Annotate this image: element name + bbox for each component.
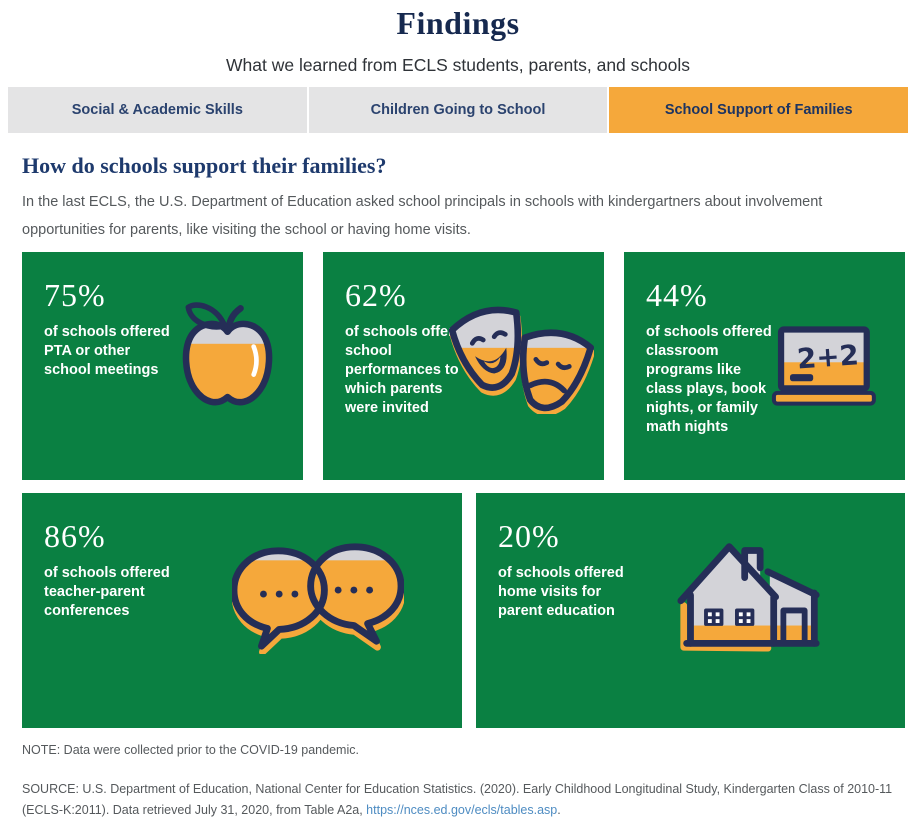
stat-percent: 75%: [44, 277, 106, 313]
stat-card-pta-meetings: 75% of schools offered PTA or other scho…: [22, 252, 303, 480]
stat-card-home-visits: 20% of schools offered home visits for p…: [476, 493, 905, 728]
stat-percent: 86%: [44, 518, 106, 554]
tab-school-support-of-families[interactable]: School Support of Families: [609, 87, 909, 133]
speech-bubbles-icon: [232, 543, 404, 654]
stat-description: of schools offered school performances t…: [345, 324, 471, 416]
source-link[interactable]: https://nces.ed.gov/ecls/tables.asp: [366, 803, 558, 817]
tab-children-going-to-school[interactable]: Children Going to School: [308, 87, 608, 133]
source-text: SOURCE: U.S. Department of Education, Na…: [22, 779, 898, 833]
stat-percent: 44%: [646, 277, 708, 313]
stat-percent: 62%: [345, 277, 407, 313]
stat-card-school-performances: 62% of schools offered school performanc…: [323, 252, 604, 480]
stat-cards-row-1: 75% of schools offered PTA or other scho…: [22, 252, 905, 480]
chalkboard-math-text: 2+2: [796, 338, 860, 375]
stat-percent: 20%: [498, 518, 560, 554]
chalkboard-icon: 2+2: [771, 326, 876, 406]
schoolhouse-icon: [677, 543, 820, 652]
window-icon: [735, 608, 755, 626]
stat-cards-row-2: 86% of schools offered teacher-parent co…: [22, 493, 905, 728]
tab-bar: Social & Academic Skills Children Going …: [8, 87, 909, 133]
stat-card-classroom-programs: 44% of schools offered classroom program…: [624, 252, 905, 480]
section-heading: How do schools support their families?: [22, 153, 387, 178]
main-content: How do schools support their families? I…: [22, 153, 905, 833]
door-icon: [780, 607, 808, 647]
window-icon: [704, 608, 724, 626]
apple-icon: [182, 302, 273, 406]
page-subtitle: What we learned from ECLS students, pare…: [226, 55, 690, 75]
stat-description: of schools offered home visits for paren…: [498, 565, 624, 619]
note-text: NOTE: Data were collected prior to the C…: [22, 743, 359, 757]
tab-social-academic-skills[interactable]: Social & Academic Skills: [8, 87, 307, 133]
stat-description: of schools offered classroom programs li…: [646, 324, 772, 435]
section-intro: In the last ECLS, the U.S. Department of…: [22, 194, 823, 238]
stat-description: of schools offered teacher-parent confer…: [44, 565, 170, 619]
stat-description: of schools offered PTA or other school m…: [44, 324, 170, 378]
source-suffix: .: [557, 803, 561, 817]
stat-card-teacher-parent-conferences: 86% of schools offered teacher-parent co…: [22, 493, 462, 728]
theater-masks-icon: [448, 305, 594, 414]
page-title: Findings: [396, 5, 520, 41]
